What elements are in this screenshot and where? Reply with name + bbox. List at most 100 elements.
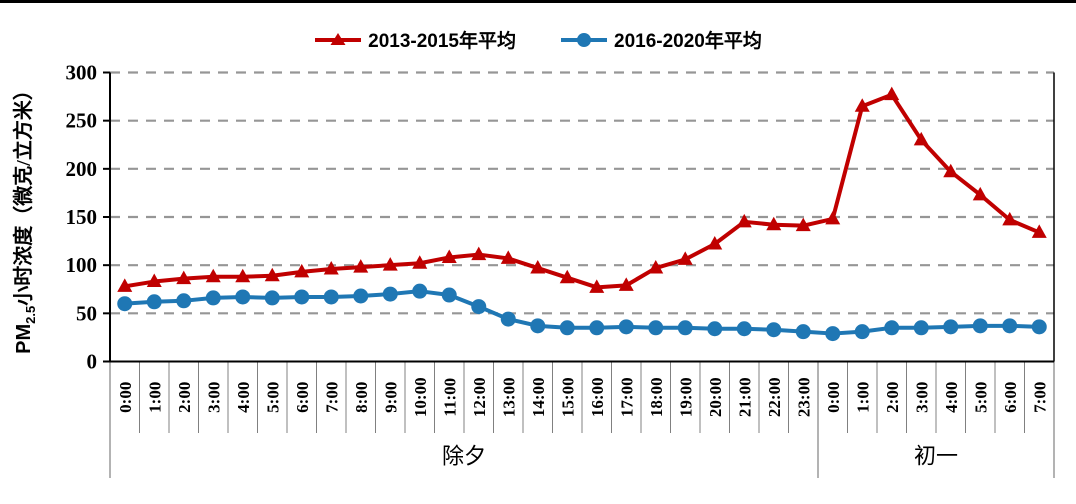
data-point-0 [1002,211,1018,226]
data-point-1 [795,324,811,340]
data-point-0 [913,131,929,146]
x-tick-label: 1:00 [853,382,872,413]
x-tick-label: 3:00 [912,382,931,413]
data-point-0 [943,163,959,178]
data-point-1 [825,326,841,342]
y-tick-label: 100 [66,253,98,277]
x-tick-label: 19:00 [676,377,695,417]
x-tick-label: 0:00 [116,382,135,413]
x-tick-label: 17:00 [617,377,636,417]
data-point-1 [176,293,192,309]
x-tick-label: 5:00 [263,382,282,413]
chart-legend: 2013-2015年平均 2016-2020年平均 [0,26,1076,53]
data-point-1 [559,320,575,336]
data-point-0 [294,263,310,278]
data-point-1 [146,294,162,310]
data-point-1 [530,318,546,334]
data-point-0 [884,86,900,101]
legend-item-2016-2020: 2016-2020年平均 [560,26,762,53]
y-tick-label: 200 [66,157,98,181]
x-tick-label: 21:00 [735,377,754,417]
data-point-1 [264,290,280,306]
legend-marker-circle-icon [561,32,607,47]
group-label-chuxi: 除夕 [442,444,486,469]
y-tick-label: 0 [87,350,98,374]
x-tick-label: 8:00 [352,382,371,413]
x-tick-label: 15:00 [558,377,577,417]
data-point-1 [500,311,516,327]
data-point-0 [795,217,811,232]
x-tick-label: 6:00 [1001,382,1020,413]
x-tick-label: 6:00 [293,382,312,413]
data-point-0 [648,260,664,274]
legend-marker-triangle-icon [315,32,362,45]
legend-label-2016-2020: 2016-2020年平均 [614,31,762,52]
data-point-0 [412,255,428,269]
data-point-0 [707,235,723,250]
data-point-0 [382,257,398,271]
y-tick-label: 150 [66,205,98,229]
x-tick-label: 13:00 [499,377,518,417]
data-point-0 [264,267,280,282]
data-point-1 [471,299,487,315]
x-tick-label: 18:00 [647,377,666,417]
x-tick-label: 3:00 [204,382,223,413]
data-point-1 [235,289,251,305]
data-point-0 [530,260,546,274]
x-tick-label: 1:00 [145,382,164,413]
data-point-1 [1031,319,1047,335]
data-point-1 [1002,318,1018,334]
data-point-0 [117,278,133,292]
x-tick-label: 4:00 [942,382,961,413]
data-point-0 [736,213,752,228]
data-point-1 [854,324,870,340]
data-point-0 [500,250,516,264]
data-point-1 [412,283,428,299]
data-point-0 [1031,224,1047,238]
data-point-0 [766,216,782,231]
data-point-1 [205,290,221,306]
data-point-1 [618,319,634,335]
x-tick-label: 2:00 [175,382,194,413]
data-point-1 [648,320,664,336]
data-point-1 [441,287,457,303]
data-point-0 [235,268,251,283]
data-point-1 [677,320,693,336]
x-tick-label: 12:00 [470,377,489,417]
data-point-0 [353,259,369,273]
data-point-1 [117,296,133,312]
data-point-1 [323,289,339,305]
data-point-1 [913,320,929,336]
x-tick-label: 9:00 [381,382,400,413]
x-tick-label: 11:00 [440,378,459,417]
x-tick-label: 5:00 [971,382,990,413]
data-point-1 [589,320,605,336]
x-tick-label: 4:00 [234,382,253,413]
data-point-1 [972,318,988,334]
x-tick-label: 16:00 [588,377,607,417]
x-tick-label: 22:00 [765,377,784,417]
group-label-chuyi: 初一 [914,444,958,469]
legend-item-2013-2015: 2013-2015年平均 [314,26,516,53]
data-point-1 [382,286,398,302]
data-point-1 [943,319,959,335]
top-border-line [0,0,1076,3]
data-point-0 [854,98,870,112]
data-point-0 [618,277,634,291]
data-point-0 [589,279,605,293]
data-point-0 [972,186,988,201]
x-tick-label: 7:00 [1030,382,1049,413]
data-point-0 [146,273,162,288]
y-tick-label: 50 [76,301,97,325]
data-point-1 [766,322,782,338]
data-point-1 [707,321,723,337]
y-tick-label: 250 [66,109,98,133]
data-point-1 [884,320,900,336]
data-point-1 [294,289,310,305]
data-point-0 [677,251,693,265]
legend-label-2013-2015: 2013-2015年平均 [368,31,516,52]
data-point-1 [353,288,369,304]
x-tick-label: 14:00 [529,377,548,417]
